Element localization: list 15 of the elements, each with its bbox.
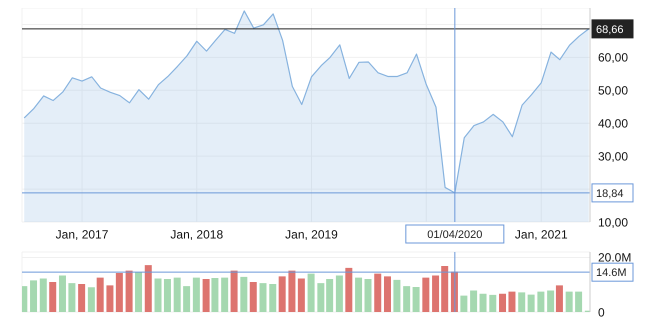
ref-line-label: 14.6M xyxy=(596,267,627,280)
x-tick-label: Jan, 2018 xyxy=(170,228,224,242)
y-tick-label: 40,00 xyxy=(598,116,628,130)
y-tick-label: 30,00 xyxy=(598,149,628,164)
ref-line-label: 18,84 xyxy=(596,188,624,200)
y-tick-label: 10,00 xyxy=(598,215,628,230)
x-tick-label: Jan, 2021 xyxy=(514,228,568,242)
ref-line-label: 68,66 xyxy=(596,24,624,36)
y-tick-label: 50,00 xyxy=(598,84,628,98)
x-tick-label: Jan, 2017 xyxy=(56,228,109,242)
y-tick-label: 60,00 xyxy=(598,50,628,65)
x-tick-label: Jan, 2019 xyxy=(285,228,338,242)
y-tick-label: 20.0M xyxy=(598,250,632,265)
y-tick-label: 0 xyxy=(598,305,605,320)
ref-line-label: 01/04/2020 xyxy=(427,229,482,241)
